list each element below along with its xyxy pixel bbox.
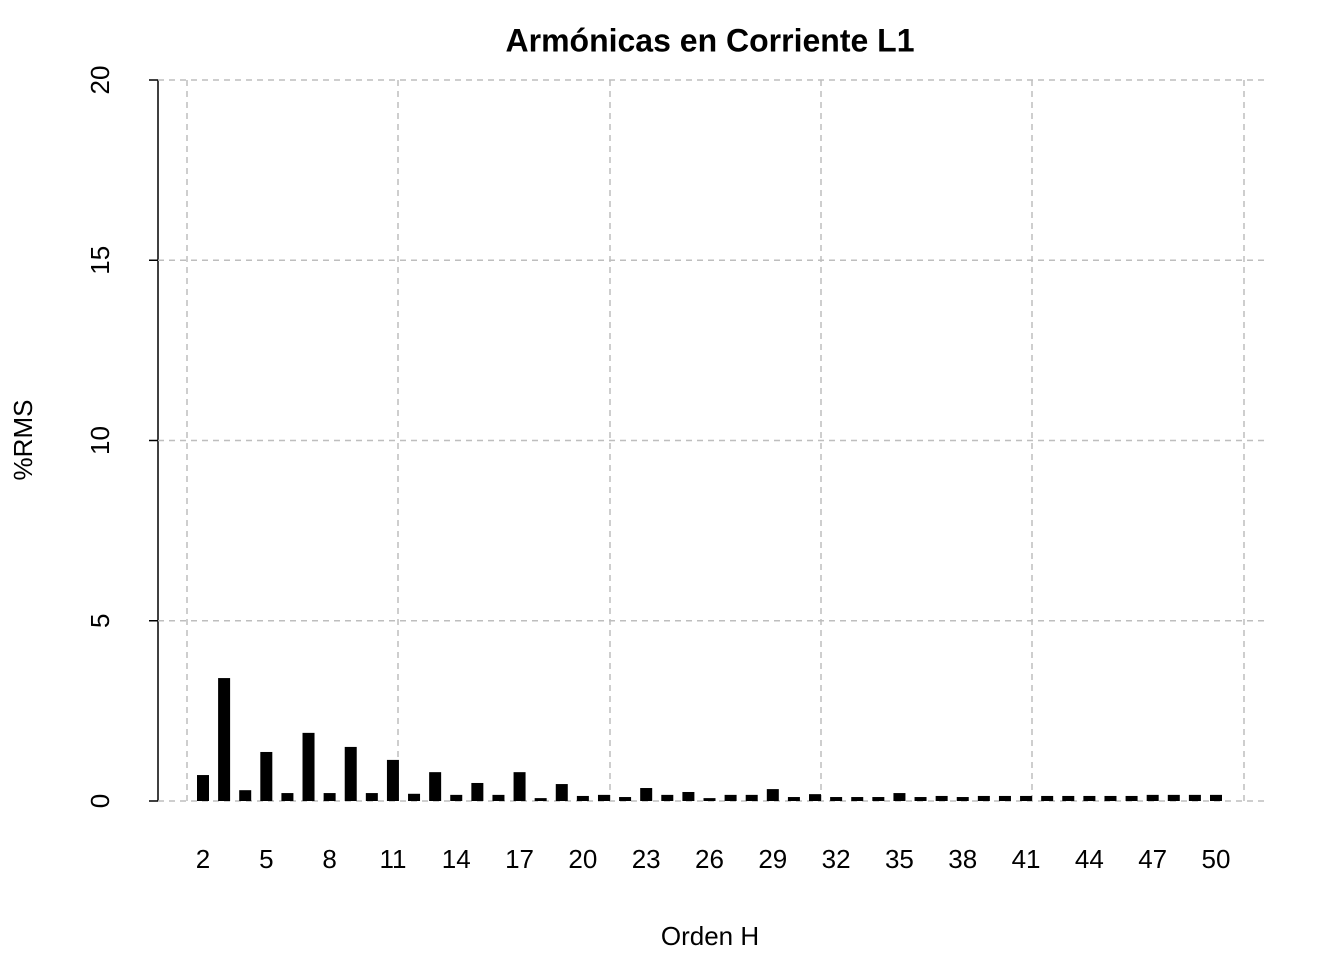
bar [513,772,526,801]
bar [534,798,547,801]
bar [724,794,737,801]
bar [1083,795,1096,801]
x-tick-label: 5 [259,844,273,874]
x-axis-label: Orden H [661,921,759,951]
x-tick-label: 23 [632,844,661,874]
bar [619,797,632,801]
x-tick-label: 44 [1075,844,1104,874]
x-tick-label: 50 [1202,844,1231,874]
x-tick-label: 35 [885,844,914,874]
bar [745,794,758,801]
bar [661,794,674,801]
y-axis-label: %RMS [8,400,38,481]
x-tick-label: 14 [442,844,471,874]
bar [260,751,273,801]
chart-title: Armónicas en Corriente L1 [506,22,915,58]
x-tick-label: 17 [505,844,534,874]
bar [386,759,399,801]
bar [1146,794,1159,801]
x-tick-label: 2 [196,844,210,874]
x-tick-label: 8 [322,844,336,874]
bar [323,793,336,801]
bar [1210,794,1222,801]
bar [492,794,505,801]
bar [1188,794,1201,801]
bar [597,794,610,801]
y-tick-label: 20 [85,66,115,95]
bar [555,784,568,801]
bar [281,793,294,801]
bar [998,795,1011,801]
bar [977,795,990,801]
bar [640,788,653,801]
bar [935,795,948,801]
bar [809,794,822,801]
bar [956,797,969,801]
bar [914,797,927,801]
x-tick-label: 20 [568,844,597,874]
x-tick-label: 26 [695,844,724,874]
bar [872,797,885,801]
x-tick-label: 41 [1012,844,1041,874]
bar [851,797,864,801]
bar [1167,794,1180,801]
bar [429,772,442,801]
bar [450,794,463,801]
bar [682,791,695,801]
bar [471,782,484,801]
bar [1020,795,1033,801]
bar [344,746,357,801]
bar [787,797,800,801]
bar [1062,795,1075,801]
y-tick-label: 0 [85,794,115,808]
y-tick-label: 15 [85,246,115,275]
bar [893,793,906,801]
x-tick-label: 29 [758,844,787,874]
bar [1104,795,1117,801]
bar [576,795,589,801]
bar [302,732,315,801]
x-tick-label: 11 [379,844,406,874]
x-tick-label: 32 [822,844,851,874]
bar [408,793,421,801]
bar [218,678,231,801]
bar [766,789,779,801]
x-tick-label: 47 [1138,844,1167,874]
bar [1041,795,1054,801]
bar [703,798,716,801]
bar [239,790,252,801]
y-tick-label: 10 [85,426,115,455]
bar [365,793,378,801]
bar [830,797,843,801]
bar [197,775,209,801]
y-tick-label: 5 [85,614,115,628]
x-tick-label: 38 [948,844,977,874]
bar [1125,795,1138,801]
